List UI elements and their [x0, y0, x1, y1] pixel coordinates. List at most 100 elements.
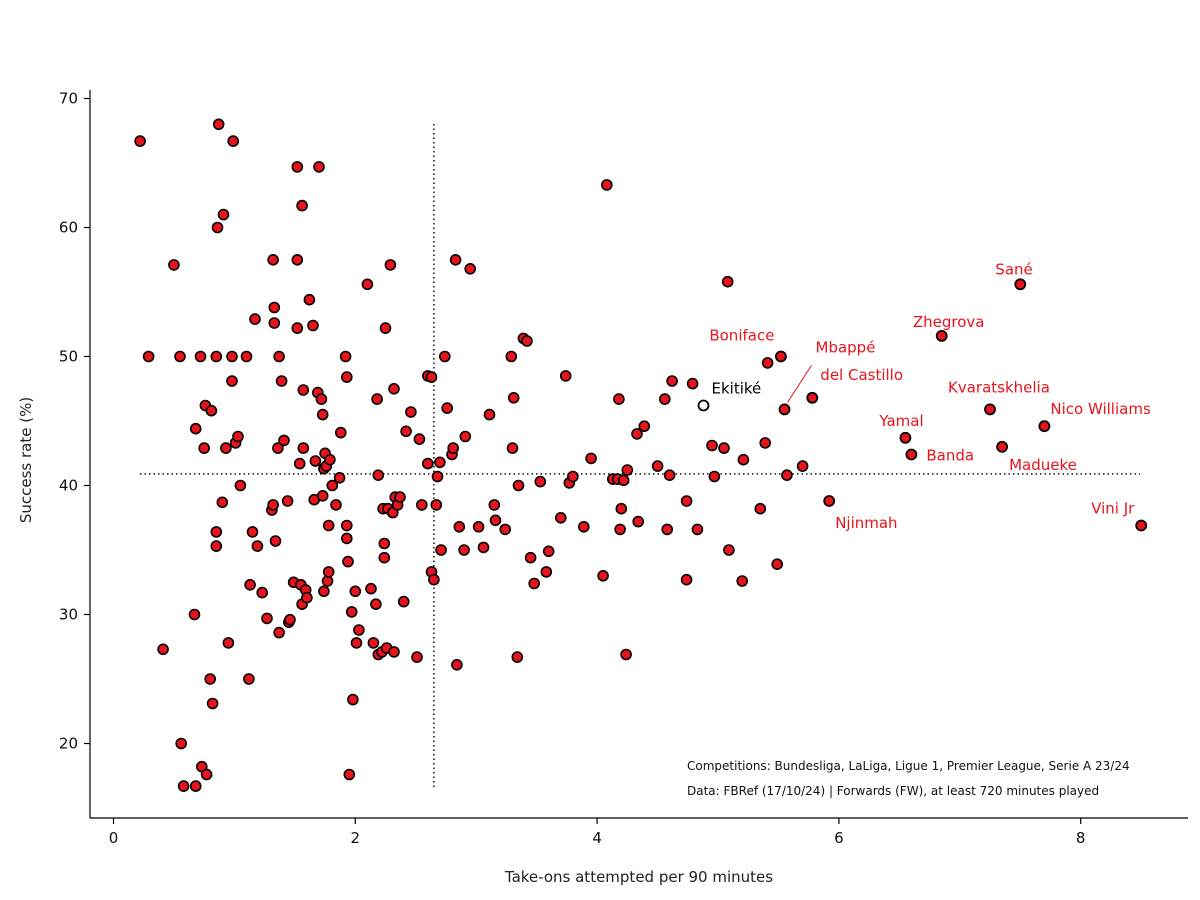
- data-point: [600, 179, 613, 191]
- data-point: [324, 453, 336, 466]
- data-point: [226, 375, 238, 387]
- x-axis-title: Take-ons attempted per 90 minutes: [504, 868, 773, 886]
- data-point: [411, 651, 423, 663]
- data-point: [511, 651, 524, 663]
- data-point: [326, 479, 339, 492]
- data-point: [431, 470, 444, 483]
- data-point: [400, 425, 412, 438]
- data-point: [447, 442, 460, 454]
- axis-ticks: 0 2 4 6 8 20 30 40 50 60 70: [59, 90, 1086, 848]
- point-label: Nico Williams: [1050, 400, 1151, 418]
- data-point: [309, 455, 322, 467]
- data-point: [428, 573, 440, 586]
- data-point: [459, 430, 472, 443]
- data-point: [189, 780, 202, 792]
- data-point: [206, 697, 219, 710]
- highlighted-point: [905, 448, 918, 461]
- data-point: [316, 489, 329, 502]
- x-tick-label: 4: [592, 829, 602, 847]
- x-tick-label: 6: [834, 829, 844, 847]
- data-point: [333, 471, 346, 484]
- data-point: [488, 499, 501, 511]
- data-point: [243, 673, 255, 685]
- data-point: [343, 768, 356, 781]
- data-point: [597, 569, 609, 582]
- data-point: [175, 737, 187, 750]
- point-label: Banda: [926, 447, 974, 465]
- data-point: [211, 221, 224, 234]
- data-point: [177, 780, 190, 792]
- data-point: [210, 526, 223, 538]
- data-point: [339, 350, 352, 363]
- data-point: [212, 118, 225, 131]
- data-point: [194, 350, 207, 363]
- data-point: [340, 532, 353, 545]
- data-point: [313, 161, 325, 173]
- data-point: [761, 357, 774, 369]
- data-point: [505, 350, 518, 363]
- data-point: [303, 293, 316, 306]
- data-point: [268, 317, 281, 329]
- data-point: [350, 637, 363, 649]
- data-point: [464, 262, 477, 275]
- data-point: [680, 573, 693, 586]
- data-point: [458, 544, 470, 556]
- highlighted-point: [899, 431, 912, 444]
- data-point: [365, 582, 377, 595]
- reference-lines: [140, 124, 1140, 788]
- data-point: [771, 558, 784, 571]
- data-point: [268, 301, 281, 314]
- highlighted-point: [1135, 519, 1148, 532]
- data-point: [372, 469, 385, 482]
- data-point: [499, 523, 512, 536]
- data-point: [347, 693, 359, 706]
- data-point: [651, 460, 664, 472]
- data-point: [340, 519, 353, 532]
- data-point: [204, 673, 216, 685]
- data-point: [340, 371, 353, 383]
- data-point: [754, 502, 767, 515]
- data-point: [378, 551, 391, 564]
- data-point: [342, 555, 354, 568]
- data-point: [524, 551, 537, 564]
- data-point: [567, 470, 579, 483]
- data-point: [425, 371, 438, 383]
- data-point: [291, 161, 304, 173]
- data-point: [273, 350, 285, 363]
- data-point: [521, 335, 533, 347]
- data-point: [291, 253, 304, 266]
- data-point: [210, 350, 223, 363]
- data-point: [198, 442, 210, 454]
- data-point: [477, 541, 490, 554]
- data-point: [275, 375, 288, 387]
- data-point: [220, 442, 232, 454]
- data-point: [322, 566, 335, 578]
- y-tick-label: 50: [59, 348, 78, 366]
- data-point: [322, 519, 335, 532]
- data-point: [736, 575, 749, 587]
- data-point: [449, 253, 462, 266]
- data-point: [621, 464, 634, 476]
- data-point: [227, 135, 239, 147]
- data-point: [281, 495, 294, 507]
- data-point: [267, 253, 279, 266]
- highlighted-point: [1014, 278, 1027, 291]
- data-point: [506, 442, 519, 454]
- data-point: [273, 626, 285, 639]
- data-source-note: Data: FBRef (17/10/24) | Forwards (FW), …: [687, 784, 1099, 798]
- data-point: [388, 382, 400, 395]
- point-label: Boniface: [709, 327, 774, 345]
- data-point: [718, 442, 730, 454]
- data-point: [405, 406, 417, 418]
- data-point: [240, 350, 253, 363]
- label-leader-line: [787, 365, 812, 403]
- data-point: [261, 612, 273, 625]
- point-label: Kvaratskhelia: [948, 378, 1050, 396]
- data-point: [379, 322, 392, 334]
- data-point: [577, 520, 590, 533]
- data-point: [353, 624, 365, 636]
- data-point: [378, 537, 391, 550]
- highlighted-point: [984, 403, 996, 416]
- data-point: [559, 370, 572, 382]
- data-point: [613, 393, 625, 405]
